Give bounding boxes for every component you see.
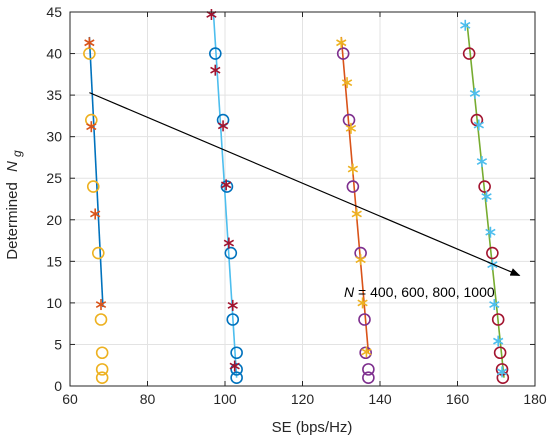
data-point-circle bbox=[95, 346, 109, 360]
x-tick-label: 60 bbox=[62, 391, 78, 407]
data-point-circle bbox=[224, 246, 238, 260]
data-point-star bbox=[95, 299, 107, 311]
x-axis-label: SE (bps/Hz) bbox=[272, 419, 353, 436]
data-point-star bbox=[351, 208, 362, 220]
data-point-star bbox=[341, 77, 353, 89]
y-tick-label: 40 bbox=[46, 46, 62, 62]
series-layer bbox=[83, 8, 510, 384]
data-point-circle bbox=[346, 180, 360, 193]
y-axis-label: Determined N g bbox=[4, 150, 24, 260]
data-point-circle bbox=[209, 47, 222, 60]
data-point-star bbox=[357, 297, 368, 309]
data-point-circle bbox=[362, 371, 375, 384]
y-axis-label-subscript: g bbox=[10, 150, 24, 157]
x-tick-label: 80 bbox=[140, 391, 156, 407]
y-tick-label: 35 bbox=[46, 87, 62, 103]
data-point-circle bbox=[486, 246, 499, 260]
y-tick-label: 30 bbox=[46, 129, 62, 145]
y-tick-label: 15 bbox=[46, 253, 62, 269]
data-point-circle bbox=[230, 363, 243, 376]
x-tick-label: 120 bbox=[291, 391, 315, 407]
data-point-star bbox=[84, 37, 95, 49]
data-point-circle bbox=[493, 346, 507, 360]
data-point-star bbox=[347, 163, 359, 175]
data-point-star bbox=[90, 208, 101, 220]
data-point-star bbox=[206, 8, 217, 20]
annotation-layer: N = 400, 600, 800, 1000 bbox=[89, 92, 521, 300]
series-group-4 bbox=[460, 19, 510, 384]
data-point-star bbox=[361, 346, 372, 358]
data-point-star bbox=[336, 37, 347, 49]
series-line bbox=[466, 24, 505, 378]
data-point-star bbox=[469, 87, 481, 99]
x-tick-label: 100 bbox=[213, 391, 237, 407]
data-point-star bbox=[496, 366, 508, 378]
y-axis-label-prefix: Determined bbox=[4, 182, 21, 260]
y-tick-label: 25 bbox=[46, 170, 62, 186]
series-line bbox=[88, 36, 104, 308]
data-point-star bbox=[473, 119, 484, 131]
data-point-circle bbox=[362, 363, 375, 376]
y-tick-label: 45 bbox=[46, 4, 62, 20]
series-line bbox=[212, 11, 238, 378]
data-point-circle bbox=[342, 113, 356, 127]
data-point-circle bbox=[91, 246, 105, 260]
series-line bbox=[340, 36, 370, 353]
annotation-values: = 400, 600, 800, 1000 bbox=[354, 284, 495, 300]
data-point-star bbox=[485, 226, 496, 238]
series-group-1 bbox=[83, 36, 109, 384]
x-tick-label: 160 bbox=[446, 391, 470, 407]
data-point-circle bbox=[230, 371, 243, 384]
annotation-symbol: N bbox=[344, 284, 355, 300]
data-point-circle bbox=[86, 180, 100, 193]
data-point-circle bbox=[95, 371, 109, 384]
series-group-2 bbox=[206, 8, 243, 384]
data-point-star bbox=[493, 335, 504, 347]
data-point-circle bbox=[358, 313, 371, 326]
data-point-star bbox=[227, 299, 238, 311]
data-point-star bbox=[355, 254, 366, 266]
data-point-circle bbox=[491, 313, 505, 326]
data-point-star bbox=[217, 120, 229, 132]
data-point-star bbox=[476, 156, 488, 168]
data-point-star bbox=[86, 121, 97, 133]
data-point-star bbox=[223, 237, 235, 249]
data-point-circle bbox=[94, 313, 108, 326]
series-group-3 bbox=[336, 36, 375, 384]
data-point-star bbox=[220, 179, 232, 191]
data-point-star bbox=[460, 19, 471, 31]
annotation-arrow bbox=[89, 92, 521, 277]
y-tick-label: 10 bbox=[46, 295, 62, 311]
x-tick-label: 140 bbox=[368, 391, 392, 407]
y-tick-label: 5 bbox=[54, 336, 62, 352]
axes: 60 80 100 120 140 160 180 0 5 10 15 20 25 30 35 40 45 bbox=[46, 4, 546, 407]
data-point-star bbox=[345, 122, 357, 134]
data-point-star bbox=[489, 299, 500, 311]
data-point-star bbox=[210, 64, 221, 76]
data-point-star bbox=[481, 191, 492, 203]
data-point-circle bbox=[478, 180, 491, 193]
data-point-circle bbox=[95, 363, 109, 376]
y-axis-label-symbol: N bbox=[4, 161, 21, 172]
data-point-circle bbox=[226, 313, 240, 326]
data-point-circle bbox=[462, 47, 476, 60]
y-tick-label: 20 bbox=[46, 212, 62, 228]
annotation-label: N = 400, 600, 800, 1000 bbox=[344, 284, 495, 300]
data-point-circle bbox=[336, 47, 350, 60]
x-tick-label: 180 bbox=[523, 391, 547, 407]
data-point-star bbox=[229, 360, 240, 372]
data-point-circle bbox=[230, 346, 243, 360]
y-tick-label: 0 bbox=[54, 378, 62, 394]
